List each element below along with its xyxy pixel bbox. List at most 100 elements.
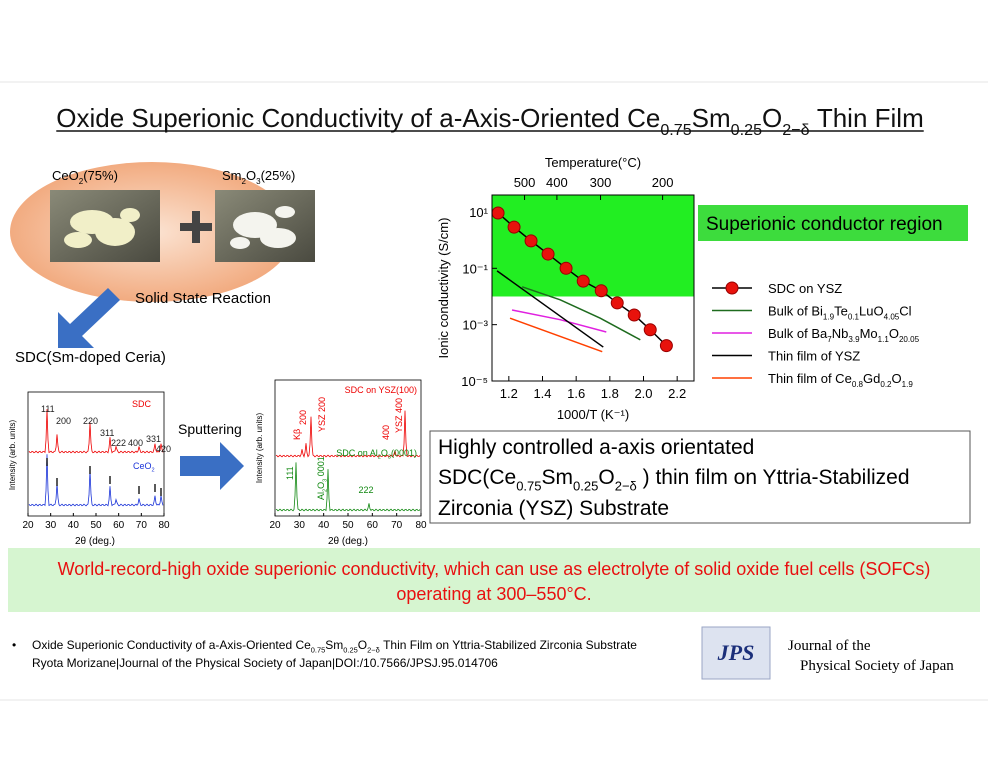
ceo2-label: CeO2(75%) <box>52 168 118 186</box>
summary-line: Zirconia (YSZ) Substrate <box>438 497 669 520</box>
peak-label: 111 <box>41 404 55 414</box>
text-run: O <box>889 326 899 341</box>
subscript: 0.75 <box>516 478 541 493</box>
text-run: Gd <box>863 371 880 386</box>
legend-marker <box>725 281 739 295</box>
legend-label: Bulk of Ba7Nb3.9Mo1.1O20.05 <box>768 326 920 344</box>
y-label: Intensity (arb. units) <box>8 420 17 491</box>
subscript: 0.75 <box>311 646 325 655</box>
subscript: 2 <box>242 177 247 186</box>
text-run: Highly controlled a-axis orientated <box>438 436 754 459</box>
x-tick-label: 1.8 <box>601 386 619 401</box>
y-tick-label: 10⁻⁵ <box>461 374 488 389</box>
x-tick-label: 2.0 <box>634 386 652 401</box>
bullet: • <box>12 638 16 652</box>
xrd-trace <box>28 409 164 454</box>
data-point <box>594 284 608 298</box>
subscript: 0.1 <box>848 312 860 321</box>
series-label: SDC <box>132 399 152 409</box>
series-line <box>521 286 641 341</box>
x-tick-label: 1.4 <box>533 386 551 401</box>
text-run: ) thin film on Yttria-Stabilized <box>637 466 910 489</box>
text-run: CeO <box>133 461 152 471</box>
data-point <box>643 323 657 337</box>
text-run: Bulk of Ba <box>768 326 828 341</box>
product-label: SDC(Sm-doped Ceria) <box>15 349 166 366</box>
text-run: SDC(Ce <box>438 466 516 489</box>
x-tick-label: 80 <box>158 520 170 531</box>
x-tick-label: 50 <box>90 520 102 531</box>
subscript: 0.25 <box>343 646 357 655</box>
subscript: 4.05 <box>884 312 900 321</box>
banner-text: World-record-high oxide superionic condu… <box>58 559 931 579</box>
text-run: Sm <box>325 638 343 652</box>
text-run: O <box>762 103 782 133</box>
x-tick-label: 40 <box>318 520 330 531</box>
subscript: 2−δ <box>782 121 809 139</box>
xrd-trace <box>275 410 421 459</box>
text-run: Thin film of YSZ <box>768 349 860 364</box>
text-run: O <box>598 466 614 489</box>
data-point <box>610 296 624 310</box>
x-tick-label: 80 <box>415 520 427 531</box>
text-run: Nb <box>832 326 849 341</box>
peak-label: 400 <box>381 425 391 440</box>
x-tick-label: 60 <box>113 520 125 531</box>
x-tick-label: 2.2 <box>668 386 686 401</box>
text-run: CeO <box>52 168 79 183</box>
legend-label: SDC on YSZ <box>768 281 842 296</box>
subscript: 2 <box>79 177 84 186</box>
title: Oxide Superionic Conductivity of a-Axis-… <box>56 103 923 139</box>
series-line <box>511 309 607 333</box>
plus-icon <box>180 211 212 243</box>
x-tick-label: 50 <box>342 520 354 531</box>
peak-label: 420 <box>156 444 171 454</box>
subscript: 3 <box>323 479 329 482</box>
sm2o3-label: Sm2O3(25%) <box>222 168 295 186</box>
logo-text: JPS <box>717 640 755 665</box>
reference-title: Oxide Superionic Conductivity of a-Axis-… <box>32 638 637 655</box>
data-point <box>627 308 641 322</box>
series-label: SDC on Al2O3(0001) <box>336 448 417 461</box>
arrow <box>180 442 244 490</box>
subscript: 2−δ <box>615 478 637 493</box>
peak-label: YSZ 200 <box>317 397 327 432</box>
xrd-trace <box>28 454 164 507</box>
region-label-box <box>698 205 968 241</box>
summary-line: SDC(Ce0.75Sm0.25O2−δ ) thin film on Yttr… <box>438 466 910 493</box>
subscript: 0.25 <box>573 478 598 493</box>
text-run: Sm <box>542 466 574 489</box>
peak-label: 222 <box>358 485 373 495</box>
subscript: 0.75 <box>660 121 691 139</box>
text-run: O <box>246 168 256 183</box>
subscript: 20.05 <box>899 335 920 344</box>
xrd-trace <box>275 462 421 512</box>
peak-label: 331 <box>146 434 161 444</box>
text-run: Thin Film <box>810 103 924 133</box>
powder <box>64 208 140 248</box>
peak-label: 220 <box>83 416 98 426</box>
x2-tick-label: 500 <box>514 175 536 190</box>
series-line <box>496 270 604 348</box>
text-run: Zirconia (YSZ) Substrate <box>438 497 669 520</box>
x-tick-label: 70 <box>391 520 403 531</box>
subscript: 7 <box>827 335 832 344</box>
data-point <box>576 274 590 288</box>
text-run: Thin film of Ce <box>768 371 852 386</box>
text-run: Bulk of Bi <box>768 304 823 319</box>
publisher-name: Journal of the <box>788 638 871 654</box>
subscript: 3 <box>388 455 391 461</box>
peak-label: 200 <box>56 416 71 426</box>
reference-bars <box>46 458 162 496</box>
text-run: (75%) <box>83 168 118 183</box>
summary-line: Highly controlled a-axis orientated <box>438 436 754 459</box>
text-run: SDC on Al <box>336 448 378 458</box>
text-run: 0001 <box>316 456 326 479</box>
subscript: 2 <box>378 455 381 461</box>
x-tick-label: 30 <box>294 520 306 531</box>
x-label: 2θ (deg.) <box>75 536 115 547</box>
y-tick-label: 10⁻¹ <box>462 261 488 276</box>
data-point <box>524 234 538 248</box>
plot-frame <box>491 194 695 382</box>
